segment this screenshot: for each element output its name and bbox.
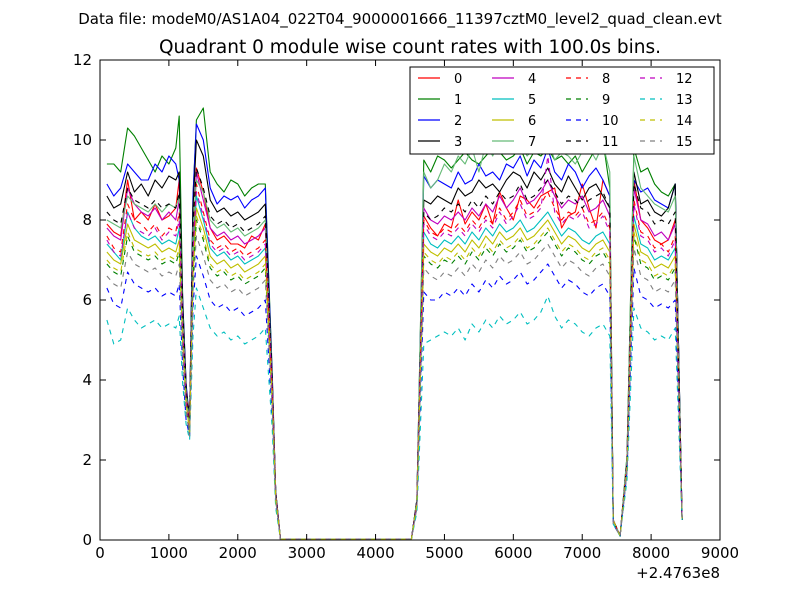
legend-label-7: 7 [528, 135, 536, 150]
y-tick-label: 6 [82, 291, 92, 309]
legend-label-5: 5 [528, 93, 536, 108]
legend-label-4: 4 [528, 72, 536, 87]
x-tick-label: 7000 [563, 544, 601, 562]
series-line-10 [106, 255, 683, 540]
legend-label-11: 11 [602, 135, 619, 150]
x-tick-label: 8000 [632, 544, 670, 562]
series-line-13 [106, 287, 683, 540]
series-layer [106, 107, 683, 540]
series-line-14 [106, 215, 683, 540]
legend-label-15: 15 [676, 135, 693, 150]
x-tick-label: 9000 [701, 544, 739, 562]
y-tick-label: 4 [82, 371, 92, 389]
legend-label-12: 12 [676, 72, 693, 87]
series-line-9 [106, 219, 683, 540]
figure-suptitle: Data file: modeM0/AS1A04_022T04_90000016… [78, 10, 722, 29]
x-tick-label: 5000 [425, 544, 463, 562]
y-tick-label: 12 [73, 51, 92, 69]
x-tick-label: 2000 [219, 544, 257, 562]
legend-frame [409, 66, 715, 155]
x-axis: 0 1000 2000 3000 4000 5000 6000 7000 8000 9000 [95, 60, 739, 562]
y-tick-label: 10 [73, 131, 92, 149]
legend-label-0: 0 [454, 72, 462, 87]
y-tick-label: 2 [82, 451, 92, 469]
x-tick-label: 1000 [150, 544, 188, 562]
x-tick-label: 4000 [356, 544, 394, 562]
chart-title: Quadrant 0 module wise count rates with … [159, 37, 661, 58]
legend-label-8: 8 [602, 72, 610, 87]
legend-label-3: 3 [454, 135, 462, 150]
legend-label-13: 13 [676, 93, 693, 108]
x-tick-label: 6000 [494, 544, 532, 562]
legend-label-10: 10 [602, 114, 619, 129]
series-line-8 [106, 183, 683, 540]
x-tick-label: 0 [95, 544, 105, 562]
legend-label-1: 1 [454, 93, 462, 108]
x-offset-label: +2.4763e8 [636, 564, 720, 582]
legend-label-6: 6 [528, 114, 536, 129]
series-line-15 [106, 235, 683, 540]
legend-label-9: 9 [602, 93, 610, 108]
legend-label-14: 14 [676, 114, 693, 129]
y-tick-label: 8 [82, 211, 92, 229]
y-tick-label: 0 [82, 531, 92, 549]
series-line-11 [106, 167, 683, 540]
legend-label-2: 2 [454, 114, 462, 129]
x-tick-label: 3000 [288, 544, 326, 562]
